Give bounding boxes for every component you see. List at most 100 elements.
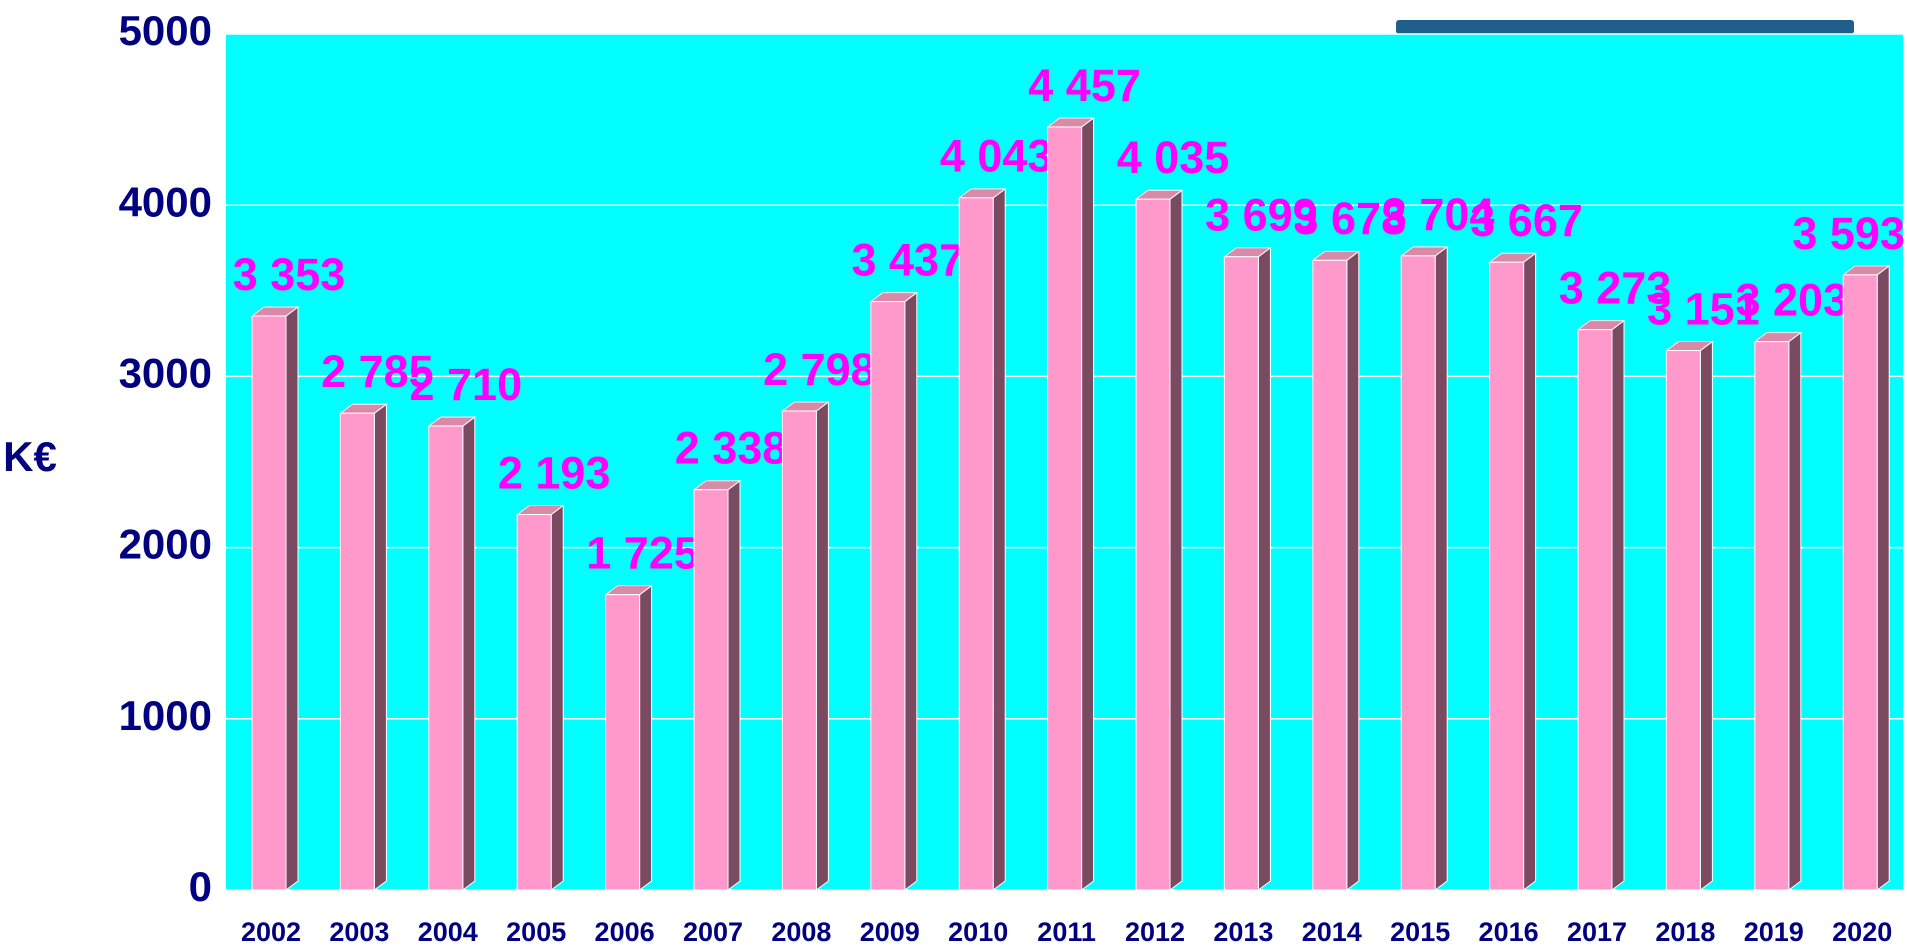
- bar: [338, 403, 388, 891]
- bar-side: [1788, 331, 1802, 891]
- x-tick-label: 2010: [948, 917, 1008, 947]
- y-tick-label: 0: [189, 863, 212, 910]
- bar-front: [1489, 261, 1525, 891]
- x-tick-label: 2020: [1832, 917, 1892, 947]
- x-tick-label: 2009: [860, 917, 920, 947]
- y-tick-label: 5000: [119, 7, 212, 54]
- y-tick-label: 3000: [119, 349, 212, 396]
- bar-front: [958, 197, 994, 891]
- x-tick-label: 2017: [1567, 917, 1627, 947]
- data-label: 3 667: [1470, 195, 1583, 246]
- bar-front: [1842, 274, 1878, 891]
- bar-side: [992, 187, 1006, 891]
- bar-side: [904, 291, 918, 891]
- bar-front: [605, 594, 641, 891]
- bar-side: [462, 416, 476, 891]
- x-tick-label: 2002: [241, 917, 301, 947]
- bar-front: [1047, 126, 1083, 891]
- y-tick-label: 4000: [119, 178, 212, 225]
- data-label: 2 710: [409, 359, 522, 410]
- bar: [1134, 189, 1184, 891]
- x-tick-label: 2016: [1479, 917, 1539, 947]
- data-label: 3 273: [1559, 263, 1672, 314]
- data-label: 4 043: [940, 131, 1053, 182]
- x-tick-label: 2011: [1037, 917, 1096, 947]
- x-tick-label: 2015: [1390, 917, 1450, 947]
- bar-side: [727, 479, 741, 891]
- y-tick-label: 1000: [119, 692, 212, 739]
- bar-front: [781, 410, 817, 891]
- data-label: 3 151: [1647, 283, 1760, 334]
- bar-front: [1312, 259, 1348, 891]
- bar: [1664, 340, 1714, 891]
- data-label: 2 798: [763, 344, 876, 395]
- bar: [1311, 250, 1361, 891]
- x-tick-label: 2018: [1655, 917, 1715, 947]
- bar: [250, 305, 300, 891]
- data-label: 2 193: [498, 447, 611, 498]
- bar: [1576, 319, 1626, 891]
- bar: [780, 400, 830, 891]
- bar: [515, 504, 565, 891]
- bar-front: [870, 301, 906, 891]
- data-label: 3 593: [1792, 208, 1905, 259]
- bar-front: [1577, 329, 1613, 891]
- x-tick-label: 2006: [595, 917, 655, 947]
- bar-front: [1754, 341, 1790, 891]
- bar: [1753, 331, 1803, 891]
- data-label: 4 457: [1028, 60, 1141, 111]
- bar-front: [428, 425, 464, 891]
- data-label: 3 353: [233, 249, 346, 300]
- x-tick-label: 2013: [1213, 917, 1273, 947]
- bar-side: [1169, 189, 1183, 891]
- bar-front: [1135, 198, 1171, 891]
- bar-side: [1523, 252, 1537, 891]
- data-label: 3 678: [1293, 193, 1406, 244]
- y-tick-label: 2000: [119, 521, 212, 568]
- bar: [427, 416, 477, 891]
- data-label: 1 725: [586, 528, 699, 579]
- bar-side: [1346, 250, 1360, 891]
- x-tick-label: 2008: [771, 917, 831, 947]
- data-label: 2 785: [321, 346, 434, 397]
- x-tick-label: 2019: [1744, 917, 1804, 947]
- bar-side: [1876, 264, 1890, 891]
- data-label: 2 338: [675, 423, 788, 474]
- bar-front: [1223, 256, 1259, 891]
- x-tick-label: 2003: [329, 917, 389, 947]
- bar-front: [693, 489, 729, 891]
- x-tick-label: 2012: [1125, 917, 1185, 947]
- bar-side: [639, 584, 653, 891]
- bar-side: [1257, 246, 1271, 891]
- bar-front: [516, 514, 552, 891]
- data-label: 3 699: [1205, 190, 1318, 241]
- bar-front: [251, 315, 287, 891]
- bar-side: [1699, 340, 1713, 891]
- x-tick-label: 2007: [683, 917, 743, 947]
- data-label: 3 437: [851, 234, 964, 285]
- bar-side: [373, 403, 387, 891]
- bar-front: [339, 412, 375, 891]
- bar-side: [285, 305, 299, 891]
- bar-side: [1434, 245, 1448, 891]
- data-label: 4 035: [1117, 132, 1230, 183]
- bar-side: [1081, 116, 1095, 891]
- data-label: 3 704: [1382, 189, 1495, 240]
- bar: [1046, 116, 1096, 891]
- y-axis-label: K€: [3, 433, 57, 480]
- x-tick-label: 2014: [1302, 917, 1362, 947]
- x-tick-label: 2004: [418, 917, 478, 947]
- bar-side: [1611, 319, 1625, 891]
- bar: [692, 479, 742, 891]
- bar-front: [1665, 350, 1701, 891]
- bar-side: [550, 504, 564, 891]
- bar: [604, 584, 654, 891]
- decoration: [1396, 20, 1854, 34]
- bar: [1399, 245, 1449, 891]
- data-label: 3 203: [1735, 275, 1848, 326]
- bar: [957, 187, 1007, 891]
- bar: [869, 291, 919, 891]
- bar: [1841, 264, 1891, 891]
- bar: [1488, 252, 1538, 891]
